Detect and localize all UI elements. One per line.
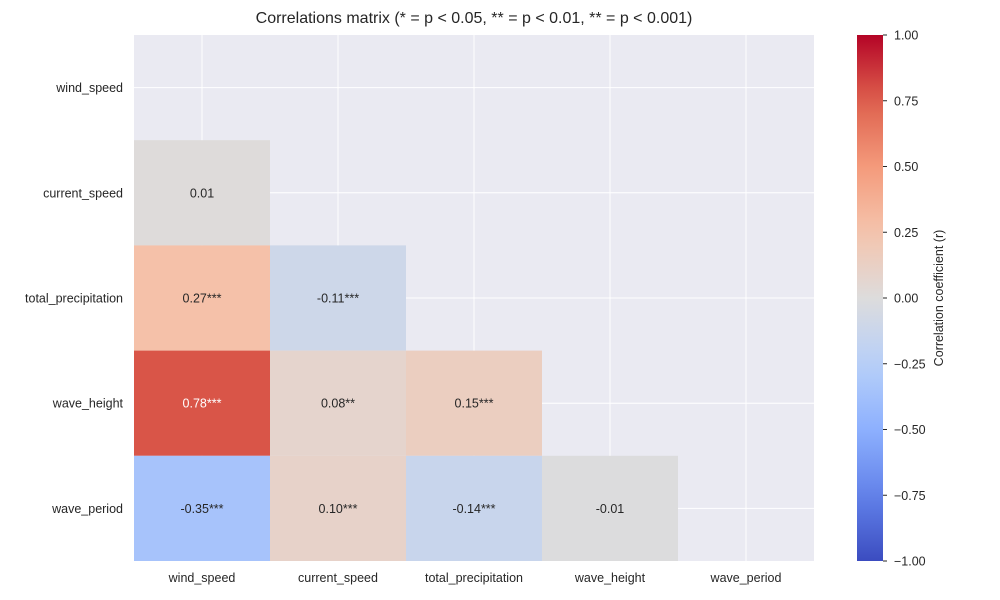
cell-value-label: -0.14*** (452, 502, 495, 516)
colorbar-tick-label: 0.00 (894, 292, 918, 306)
chart-title: Correlations matrix (* = p < 0.05, ** = … (255, 10, 693, 27)
heatmap-cell (270, 245, 406, 351)
y-tick-label: wind_speed (55, 81, 123, 95)
x-tick-label: wave_height (574, 571, 646, 585)
cell-value-label: 0.01 (190, 186, 214, 200)
cell-value-label: 0.78*** (183, 397, 222, 411)
x-tick-label: total_precipitation (425, 571, 523, 585)
y-tick-label: total_precipitation (25, 292, 123, 306)
heatmap-cell (134, 350, 270, 456)
heatmap-cell (134, 455, 270, 561)
colorbar-tick-label: 0.75 (894, 94, 918, 108)
x-tick-label: wave_period (710, 571, 782, 585)
colorbar-tick-label: −1.00 (894, 555, 926, 569)
y-tick-label: current_speed (43, 186, 123, 200)
cell-value-label: 0.08** (321, 397, 355, 411)
x-tick-label: current_speed (298, 571, 378, 585)
heatmap-cell (134, 245, 270, 351)
y-tick-label: wave_period (51, 502, 123, 516)
cell-value-label: -0.11*** (317, 292, 359, 306)
heatmap-cell (134, 140, 270, 246)
colorbar-tick-label: −0.25 (894, 357, 926, 371)
cell-value-label: 0.27*** (183, 292, 222, 306)
colorbar-tick-label: −0.75 (894, 489, 926, 503)
heatmap-cell (270, 350, 406, 456)
cell-value-label: -0.35*** (180, 502, 223, 516)
colorbar (857, 35, 883, 561)
colorbar-tick-label: 1.00 (894, 29, 918, 43)
colorbar-tick-label: 0.50 (894, 160, 918, 174)
heatmap-cell (542, 455, 678, 561)
heatmap-cell (406, 455, 542, 561)
cell-value-label: 0.10*** (319, 502, 358, 516)
colorbar-label: Correlation coefficient (r) (932, 230, 946, 367)
heatmap-cell (270, 455, 406, 561)
heatmap-cell (406, 350, 542, 456)
y-tick-label: wave_height (52, 397, 124, 411)
colorbar-tick-label: 0.25 (894, 226, 918, 240)
cell-value-label: 0.15*** (455, 397, 494, 411)
cell-value-label: -0.01 (596, 502, 625, 516)
colorbar-tick-label: −0.50 (894, 423, 926, 437)
x-tick-label: wind_speed (168, 571, 236, 585)
